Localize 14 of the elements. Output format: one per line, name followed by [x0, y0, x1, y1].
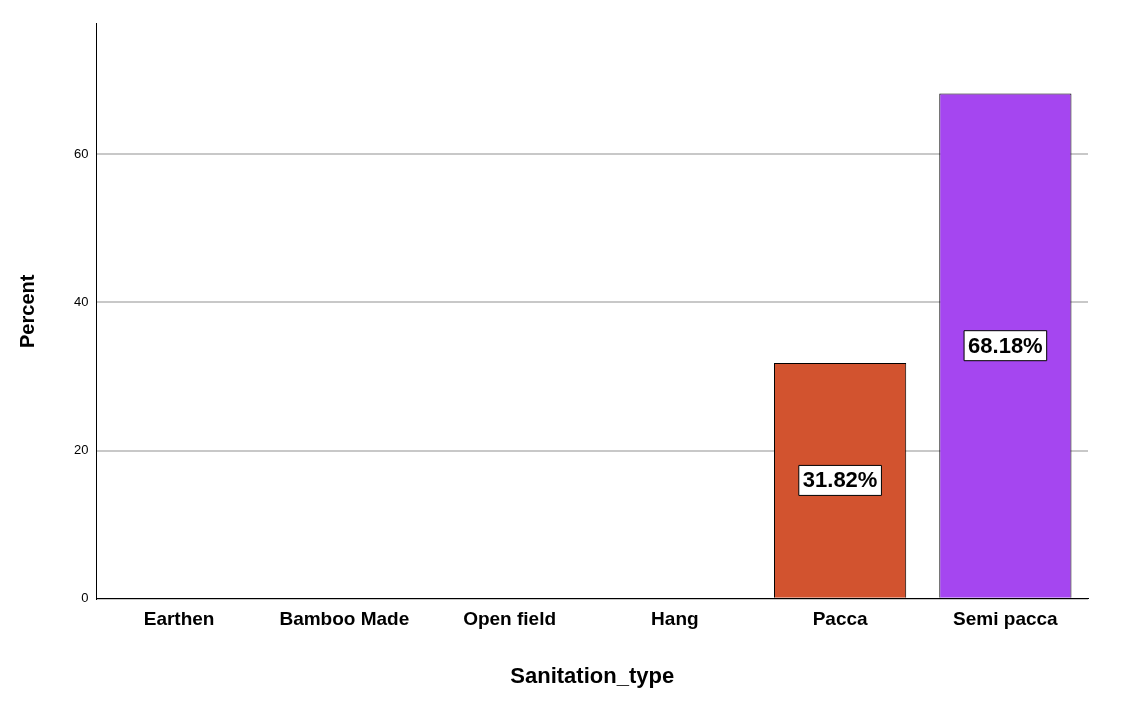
x-tick-label: Pacca	[812, 608, 869, 630]
y-tick-label: 20	[73, 442, 89, 458]
x-tick-label: Open field	[463, 608, 557, 630]
y-tick-label: 60	[73, 145, 89, 161]
y-axis-title: Percent	[15, 274, 38, 348]
data-label: 68.18%	[968, 332, 1043, 358]
y-tick-label: 40	[73, 293, 89, 309]
y-tick-label: 0	[81, 590, 89, 606]
x-axis-title: Sanitation_type	[510, 662, 675, 688]
x-tick-label: Hang	[651, 608, 699, 630]
x-tick-label: Earthen	[143, 608, 215, 630]
x-tick-label: Semi pacca	[953, 608, 1059, 630]
x-tick-label: Bamboo Made	[279, 608, 410, 630]
data-label: 31.82%	[802, 467, 878, 493]
